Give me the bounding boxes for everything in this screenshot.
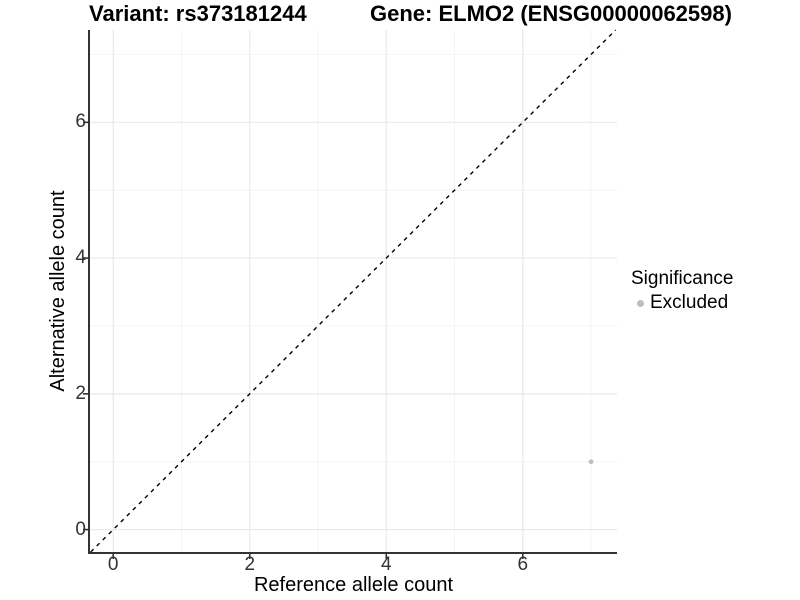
legend-title: Significance	[631, 268, 734, 289]
x-axis-title: Reference allele count	[253, 574, 453, 596]
x-tick-label: 0	[107, 554, 119, 575]
y-tick-label: 0	[75, 518, 86, 540]
y-tick-label: 2	[75, 382, 86, 404]
y-axis-title: Alternative allele count	[47, 190, 69, 392]
legend-item-excluded: Excluded	[631, 292, 733, 314]
y-tick-label: 6	[75, 111, 86, 133]
legend-item-label: Excluded	[650, 292, 729, 313]
excluded-point-icon	[637, 299, 644, 307]
y-tick-label: 4	[75, 247, 86, 269]
gene-title: Gene: ELMO2 (ENSG00000062598)	[370, 1, 732, 26]
legend: Significance Excluded	[631, 268, 733, 314]
x-tick-label: 2	[244, 554, 256, 575]
variant-title: Variant: rs373181244	[89, 1, 307, 26]
identity-dashed-line	[90, 29, 617, 553]
x-tick-label: 4	[380, 554, 392, 575]
data-point	[588, 459, 594, 465]
x-tick-label: 6	[517, 554, 529, 575]
